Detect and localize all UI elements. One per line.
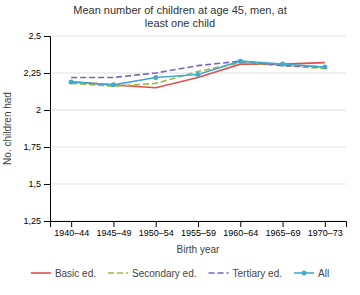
y-tick-mark <box>44 147 50 148</box>
series-point <box>111 82 116 87</box>
legend-label: Basic ed. <box>55 268 96 279</box>
legend-label: Tertiary ed. <box>233 268 282 279</box>
x-tick: 1955–59 <box>181 221 216 238</box>
series-point <box>153 75 158 80</box>
x-tick-label: 1955–59 <box>181 228 216 238</box>
title-line: Mean number of children at age 45, men, … <box>73 4 286 16</box>
title-line: least one child <box>145 17 215 29</box>
y-tick-mark <box>44 36 50 37</box>
y-tick: 2,25 <box>23 68 50 78</box>
grid-line <box>50 110 346 111</box>
y-tick: 2,5 <box>28 31 50 41</box>
series-point <box>238 59 243 64</box>
series-point <box>280 62 285 67</box>
grid-line <box>50 147 346 148</box>
x-tick-mark <box>198 221 199 227</box>
x-tick-label: 1945–49 <box>96 228 131 238</box>
y-tick: 1,5 <box>28 179 50 189</box>
y-tick-label: 2 <box>36 105 41 115</box>
x-axis: 1940–44 1945–49 1950–54 1955–59 1960–64 1965–… <box>51 221 347 238</box>
x-tick-mark <box>283 221 284 227</box>
legend-item: Basic ed. <box>31 268 96 279</box>
y-axis: 1,25 1,5 1,75 2 2,25 2,5 <box>23 31 50 226</box>
grid <box>50 36 346 221</box>
grid-line <box>50 36 346 37</box>
x-tick-mark <box>156 221 157 227</box>
x-axis-line <box>51 222 347 228</box>
grid-line <box>50 184 346 185</box>
x-tick-label: 1960–64 <box>223 228 258 238</box>
y-tick: 1,25 <box>23 216 50 226</box>
x-tick-mark <box>325 221 326 227</box>
x-tick: 1970–73 <box>308 221 343 238</box>
x-tick-label: 1965–69 <box>266 228 301 238</box>
title: Mean number of children at age 45, men, … <box>73 4 286 29</box>
series-point <box>69 79 74 84</box>
series-line <box>71 61 325 85</box>
series-point <box>322 65 327 70</box>
y-tick-label: 1,75 <box>23 142 41 152</box>
plot: 1,25 1,5 1,75 2 2,25 2,5 1940–44 1945–49 1950–54… <box>23 31 346 238</box>
x-tick: 1965–69 <box>266 221 301 238</box>
chart: Mean number of children at age 45, men, … <box>0 0 360 295</box>
y-tick-mark <box>44 73 50 74</box>
legend-swatch <box>108 272 128 274</box>
legend: Basic ed. Secondary ed. Tertiary ed. All <box>31 268 329 279</box>
y-tick-label: 2,25 <box>23 68 41 78</box>
legend-marker <box>301 271 306 276</box>
x-tick-mark <box>240 221 241 227</box>
y-axis-title: No. children had <box>2 92 13 165</box>
legend-label: Secondary ed. <box>132 268 197 279</box>
legend-item: Tertiary ed. <box>209 268 282 279</box>
x-tick: 1940–44 <box>54 221 89 238</box>
y-tick-mark <box>44 184 50 185</box>
x-tick: 1945–49 <box>96 221 131 238</box>
y-tick-label: 1,5 <box>28 179 41 189</box>
series-line <box>71 61 325 77</box>
x-axis-title: Birth year <box>177 244 220 255</box>
y-axis-line <box>44 37 51 222</box>
legend-swatch <box>31 272 51 274</box>
x-tick-label: 1940–44 <box>54 228 89 238</box>
series-group <box>69 59 328 88</box>
legend-item: Secondary ed. <box>108 268 197 279</box>
legend-swatch <box>209 272 229 274</box>
y-tick-label: 2,5 <box>28 31 41 41</box>
x-tick-mark <box>113 221 114 227</box>
y-tick-mark <box>44 221 50 222</box>
x-tick-mark <box>71 221 72 227</box>
x-tick: 1960–64 <box>223 221 258 238</box>
y-tick: 1,75 <box>23 142 50 152</box>
series-point <box>196 72 201 77</box>
x-tick-label: 1970–73 <box>308 228 343 238</box>
y-tick-label: 1,25 <box>23 216 41 226</box>
y-tick-mark <box>44 110 50 111</box>
y-tick: 2 <box>36 105 50 115</box>
x-tick-label: 1950–54 <box>139 228 174 238</box>
legend-item: All <box>294 268 329 279</box>
legend-label: All <box>318 268 329 279</box>
x-tick: 1950–54 <box>139 221 174 238</box>
